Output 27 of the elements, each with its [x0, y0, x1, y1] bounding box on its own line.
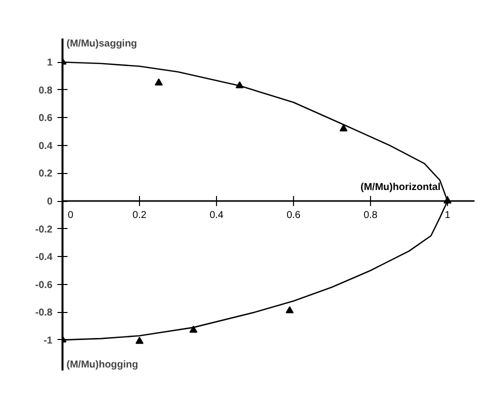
x-tick-label: 0.2	[132, 210, 147, 222]
y-tick-label: 0	[46, 196, 53, 208]
y-tick-label: 0.4	[38, 140, 53, 152]
x-tick-label: 1	[444, 210, 451, 222]
point	[136, 336, 144, 344]
x-axis-title: (M/Mu)horizontal	[360, 182, 441, 193]
annotation: (M/Mu)hogging	[66, 360, 138, 370]
y-tick-label: 0.2	[38, 168, 53, 180]
point	[236, 81, 244, 88]
point	[286, 306, 294, 314]
point	[154, 78, 163, 86]
y-tick-label: 0.6	[38, 113, 53, 124]
point	[444, 196, 452, 204]
y-tick-label: 0.8	[38, 85, 53, 96]
x-tick-label: 0	[68, 210, 74, 222]
y-tick-label: -0.6	[35, 280, 53, 291]
y-tick-label: -0.8	[35, 308, 53, 319]
y-tick-label: -1	[44, 335, 53, 346]
y-tick-label: 1	[46, 58, 53, 69]
point	[189, 326, 198, 333]
y-tick-label: -0.4	[35, 252, 53, 264]
point	[340, 124, 348, 132]
y-axis-title: (M/Mu)sagging	[66, 38, 138, 50]
x-tick-label: 0.4	[210, 210, 224, 222]
x-tick-label: 0.6	[286, 210, 301, 222]
y-tick-label: -0.2	[35, 224, 53, 236]
x-tick-label: 0.8	[364, 210, 378, 222]
